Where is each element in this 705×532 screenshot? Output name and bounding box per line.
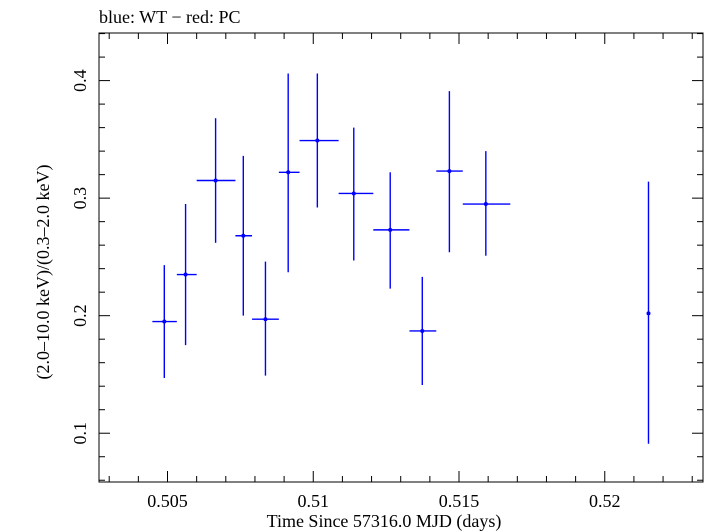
x-tick-label: 0.51 xyxy=(298,491,330,511)
x-tick-label: 0.52 xyxy=(589,491,621,511)
data-point xyxy=(252,261,279,376)
y-axis-ticks: 0.1 0.2 0.3 0.4 xyxy=(70,33,703,481)
data-point xyxy=(196,118,236,243)
x-tick-label: 0.505 xyxy=(147,491,188,511)
data-marker xyxy=(286,170,291,175)
x-axis-label: Time Since 57316.0 MJD (days) xyxy=(267,511,502,532)
data-point xyxy=(152,265,177,378)
data-marker xyxy=(241,233,246,238)
data-series xyxy=(152,73,651,444)
data-marker xyxy=(351,191,356,196)
plot-frame xyxy=(98,32,704,483)
y-axis-label: (2.0–10.0 keV)/(0.3–2.0 keV) xyxy=(33,165,54,380)
data-marker xyxy=(646,311,651,316)
data-marker xyxy=(162,319,167,324)
y-tick-label: 0.2 xyxy=(70,304,90,327)
y-tick-label: 0.1 xyxy=(70,422,90,445)
data-marker xyxy=(263,317,268,322)
data-marker xyxy=(388,227,393,232)
data-point xyxy=(176,204,197,346)
chart-title: blue: WT − red: PC xyxy=(99,7,240,27)
data-point xyxy=(462,151,511,256)
data-point xyxy=(299,73,339,208)
data-marker xyxy=(213,178,218,183)
y-tick-label: 0.3 xyxy=(70,187,90,210)
data-point xyxy=(373,172,410,289)
data-marker xyxy=(420,328,425,333)
data-point xyxy=(436,91,463,253)
data-marker xyxy=(315,138,320,143)
y-tick-label: 0.4 xyxy=(70,69,90,92)
data-point xyxy=(235,155,253,316)
data-point xyxy=(338,127,374,261)
x-tick-label: 0.515 xyxy=(439,491,480,511)
x-axis-ticks: 0.505 0.51 0.515 0.52 xyxy=(108,33,693,511)
data-marker xyxy=(483,202,488,207)
data-point xyxy=(646,181,651,444)
data-point xyxy=(409,276,437,386)
data-marker xyxy=(183,272,188,277)
data-point xyxy=(278,73,300,273)
data-marker xyxy=(447,169,452,174)
